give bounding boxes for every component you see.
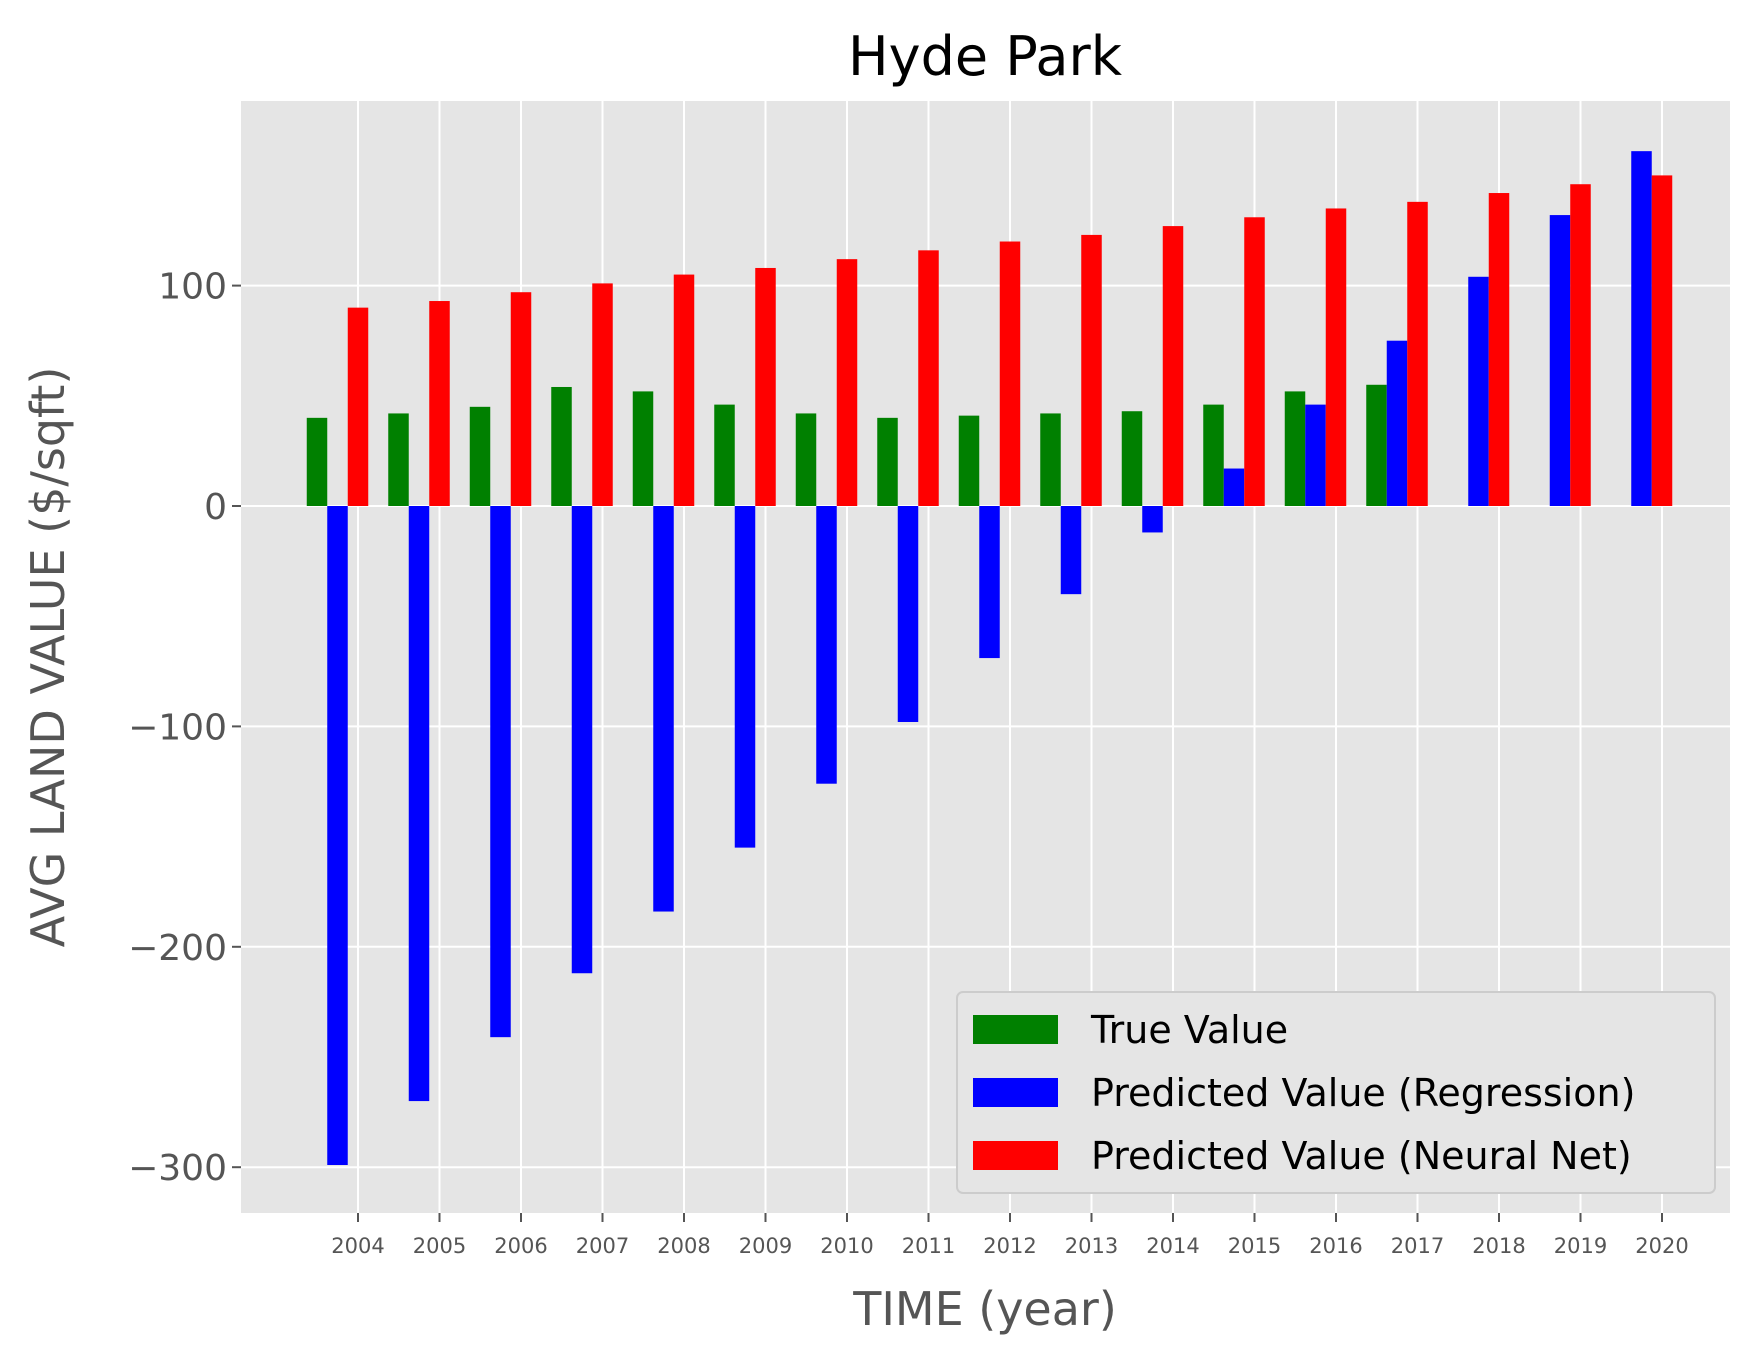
- bar-true-value: [469, 406, 491, 506]
- y-tick-label: 0: [204, 487, 227, 528]
- x-tick-label: 2018: [1472, 1234, 1525, 1258]
- bar-regression: [408, 506, 430, 1102]
- bar-neural-net: [999, 241, 1021, 506]
- bar-true-value: [877, 417, 898, 506]
- chart-title: Hyde Park: [848, 25, 1123, 88]
- bar-true-value: [306, 417, 328, 506]
- y-tick-label: −300: [128, 1148, 227, 1189]
- x-tick-label: 2014: [1146, 1234, 1199, 1258]
- legend-label-true-value: True Value: [1090, 1008, 1288, 1052]
- legend-label-regression: Predicted Value (Regression): [1091, 1071, 1635, 1115]
- bar-neural-net: [592, 283, 613, 506]
- bar-regression: [1305, 404, 1326, 506]
- bars: [306, 151, 1673, 1165]
- x-tick-label: 2012: [983, 1234, 1036, 1258]
- bar-true-value: [714, 404, 735, 506]
- bar-true-value: [632, 391, 654, 506]
- bar-true-value: [551, 386, 572, 506]
- x-tick-label: 2005: [413, 1234, 466, 1258]
- x-tick-label: 2011: [902, 1234, 955, 1258]
- legend-swatch-true-value: [973, 1015, 1058, 1044]
- y-axis-label: AVG LAND VALUE ($/sqft): [21, 367, 75, 948]
- bar-regression: [571, 506, 593, 974]
- bar-true-value: [1284, 391, 1306, 506]
- legend-box: [956, 991, 1716, 1194]
- bar-neural-net: [429, 301, 450, 506]
- bar-regression: [1468, 276, 1489, 506]
- y-tick-label: −200: [128, 928, 227, 969]
- bar-neural-net: [836, 259, 858, 506]
- bar-true-value: [388, 413, 409, 506]
- bar-neural-net: [918, 250, 939, 506]
- bar-neural-net: [1570, 184, 1591, 506]
- bar-neural-net: [1081, 234, 1102, 506]
- x-tick-label: 2004: [331, 1234, 384, 1258]
- bar-regression: [1386, 340, 1408, 506]
- bar-true-value: [1040, 413, 1061, 506]
- legend: True Value Predicted Value (Regression) …: [956, 991, 1716, 1194]
- bar-true-value: [795, 413, 817, 506]
- legend-swatch-neural-net: [973, 1141, 1058, 1170]
- bar-regression: [816, 506, 837, 784]
- bar-regression: [1060, 506, 1082, 595]
- bar-regression: [979, 506, 1000, 659]
- bar-neural-net: [510, 292, 532, 506]
- x-tick-label: 2008: [657, 1234, 710, 1258]
- legend-swatch-regression: [973, 1078, 1058, 1107]
- bar-regression: [653, 506, 674, 912]
- bar-regression: [1142, 506, 1163, 533]
- bar-regression: [1549, 215, 1571, 506]
- x-tick-label: 2009: [739, 1234, 792, 1258]
- x-tick-label: 2006: [494, 1234, 547, 1258]
- y-tick-label: 100: [158, 267, 227, 308]
- bar-neural-net: [1325, 208, 1347, 506]
- bar-regression: [490, 506, 511, 1038]
- y-axis: 100 0 −100 −200 −300: [128, 267, 241, 1189]
- x-tick-label: 2010: [820, 1234, 873, 1258]
- bar-regression: [734, 506, 756, 848]
- bar-regression: [1631, 151, 1652, 506]
- bar-neural-net: [1162, 226, 1184, 507]
- bar-neural-net: [1488, 193, 1510, 507]
- bar-neural-net: [1407, 201, 1428, 506]
- x-tick-label: 2016: [1309, 1234, 1362, 1258]
- bar-true-value: [1366, 384, 1387, 506]
- legend-label-neural-net: Predicted Value (Neural Net): [1091, 1134, 1632, 1178]
- x-tick-label: 2007: [576, 1234, 629, 1258]
- bar-true-value: [1203, 404, 1224, 506]
- x-axis: 2004 2005 2006 2007 2008 2009 2010 2011 2012 2013…: [331, 1213, 1689, 1258]
- bar-neural-net: [1651, 175, 1673, 506]
- bar-regression: [327, 506, 348, 1165]
- bar-regression: [897, 506, 919, 722]
- x-tick-label: 2013: [1065, 1234, 1118, 1258]
- bar-neural-net: [347, 307, 369, 506]
- bar-regression: [1223, 468, 1245, 506]
- y-tick-label: −100: [128, 707, 227, 748]
- x-tick-label: 2019: [1554, 1234, 1607, 1258]
- bar-true-value: [1121, 411, 1143, 506]
- bar-neural-net: [1244, 217, 1265, 506]
- x-tick-label: 2015: [1228, 1234, 1281, 1258]
- bar-true-value: [958, 415, 980, 506]
- bar-neural-net: [755, 267, 776, 506]
- x-tick-label: 2017: [1391, 1234, 1444, 1258]
- x-axis-label: TIME (year): [852, 1282, 1117, 1336]
- x-tick-label: 2020: [1635, 1234, 1688, 1258]
- bar-neural-net: [673, 274, 695, 506]
